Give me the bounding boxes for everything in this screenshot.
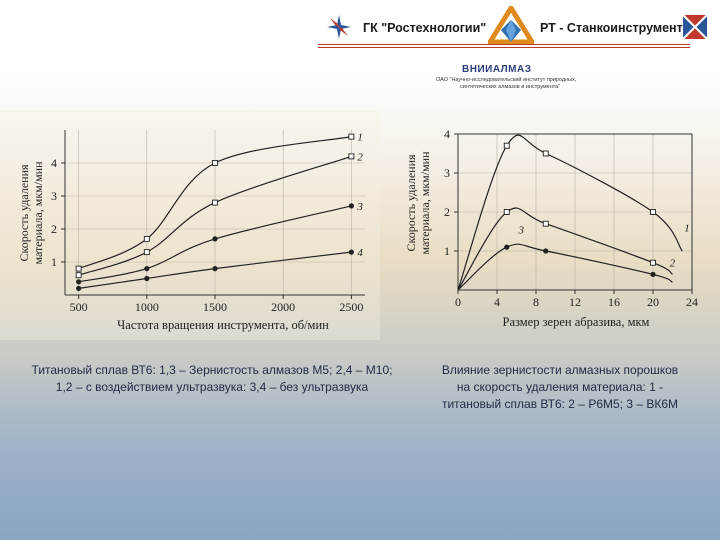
x-tick-label: 500: [70, 300, 88, 314]
data-point: [144, 266, 150, 272]
series-line-1: [78, 136, 352, 270]
chart-left-ylabel-2: материала, мкм/мин: [31, 161, 45, 265]
x-tick-label: 16: [608, 295, 620, 309]
y-tick-label: 4: [444, 127, 450, 141]
data-point: [503, 142, 510, 149]
y-tick-label: 1: [51, 255, 57, 269]
series-label: 4: [357, 247, 363, 259]
x-tick-label: 4: [494, 295, 500, 309]
chart-left-axes: 500 1000 1500 2000 2500 1 2 3 4: [51, 130, 365, 314]
series-label: 1: [357, 132, 363, 144]
chart-left-ylabel-1: Скорость удаления: [17, 164, 31, 262]
header-divider: [318, 44, 690, 45]
series-label: 1: [684, 223, 690, 235]
data-point: [542, 220, 549, 227]
org-right-title: РТ - Станкоинструмент: [540, 21, 683, 35]
series-line-4: [78, 251, 352, 289]
series-label: 3: [518, 224, 525, 236]
series-line-2: [78, 155, 352, 276]
chart-right-ylabel-2: материала, мкм/мин: [418, 151, 432, 255]
series-line-1: [457, 134, 683, 291]
x-tick-label: 24: [686, 295, 698, 309]
vniialmaz-logo-icon: [488, 6, 534, 45]
caption-left: Титановый сплав ВТ6: 1,3 – Зернистость а…: [31, 363, 393, 394]
data-point: [143, 235, 150, 242]
data-point: [75, 265, 82, 272]
x-tick-label: 8: [533, 295, 539, 309]
x-tick-label: 1500: [203, 300, 227, 314]
y-tick-label: 1: [444, 244, 450, 258]
caption-right: Влияние зернистости алмазных порошков на…: [441, 363, 679, 411]
y-tick-label: 4: [51, 156, 57, 170]
y-tick-label: 3: [444, 166, 450, 180]
chart-left-xlabel: Частота вращения инструмента, об/мин: [117, 318, 329, 332]
data-point: [543, 248, 549, 254]
data-point: [504, 244, 510, 250]
data-point: [503, 209, 510, 215]
series-label: 2: [357, 151, 363, 163]
data-point: [212, 199, 218, 206]
data-point: [348, 153, 355, 160]
header: ГК "Ростехнологии" РТ - Станкоинструмент…: [0, 0, 720, 100]
data-point: [212, 266, 218, 272]
data-point: [76, 279, 82, 285]
institute-name: ВНИИАЛМАЗ: [462, 64, 532, 75]
header-divider-2: [318, 47, 690, 48]
data-point: [212, 236, 218, 242]
series-line-2: [457, 207, 673, 291]
stankoinstrument-logo-icon: [682, 14, 708, 40]
x-tick-label: 12: [569, 295, 581, 309]
x-tick-label: 1000: [135, 300, 159, 314]
data-point: [650, 271, 656, 277]
data-point: [650, 259, 656, 266]
chart-right-grid: [457, 133, 693, 290]
chart-left-series: 1 2 3 4: [75, 132, 363, 291]
data-point: [76, 285, 82, 291]
chart-left-background: [0, 110, 380, 340]
data-point: [542, 150, 549, 157]
data-point: [143, 249, 150, 256]
x-tick-label: 2500: [339, 300, 363, 314]
data-point: [650, 209, 656, 215]
rostec-star-icon: [327, 15, 351, 39]
institute-subtitle-1: ОАО "Научно-исследовательский институт п…: [436, 77, 577, 83]
chart-left: 500 1000 1500 2000 2500 1 2 3 4 1 2 3 4 Частота вра…: [0, 110, 380, 340]
data-point: [348, 249, 354, 255]
data-point: [144, 275, 150, 282]
y-tick-label: 3: [51, 189, 57, 203]
y-tick-label: 2: [51, 222, 57, 236]
institute-subtitle-2: синтетических алмазов и инструмента": [460, 84, 561, 90]
x-tick-label: 2000: [271, 300, 295, 314]
data-point: [75, 272, 82, 279]
series-line-3: [78, 205, 352, 283]
data-point: [348, 133, 355, 140]
chart-right-ylabel-1: Скорость удаления: [404, 154, 418, 252]
series-label: 3: [356, 201, 363, 213]
chart-right-xlabel: Размер зерен абразива, мкм: [503, 315, 650, 329]
data-point: [348, 203, 354, 209]
x-tick-label: 0: [455, 295, 461, 309]
y-tick-label: 2: [444, 205, 450, 219]
x-tick-label: 20: [647, 295, 659, 309]
chart-right-series: 1 2 3: [457, 134, 690, 291]
org-left-title: ГК "Ростехнологии": [363, 21, 487, 35]
series-label: 2: [670, 258, 676, 270]
data-point: [212, 160, 218, 166]
